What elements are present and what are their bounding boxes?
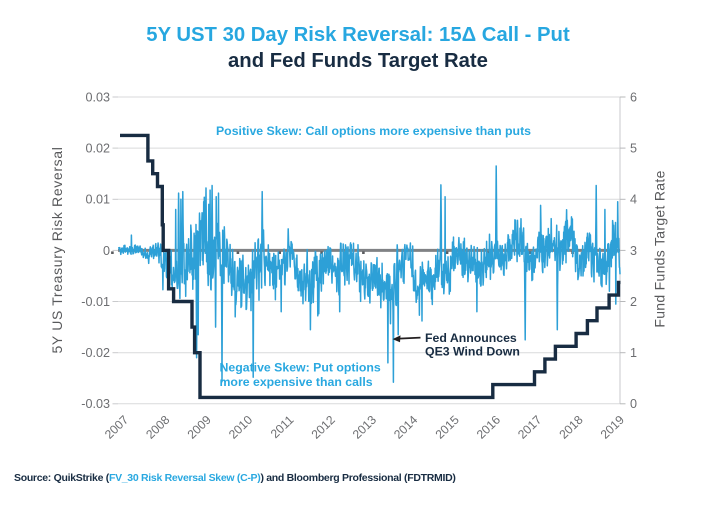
svg-text:1: 1 (630, 346, 637, 360)
svg-text:5Y US Treasury Risk Reversal: 5Y US Treasury Risk Reversal (49, 146, 65, 353)
svg-text:Source: QuikStrike (FV_30 Risk: Source: QuikStrike (FV_30 Risk Reversal … (14, 472, 456, 484)
svg-text:-0.01: -0.01 (81, 295, 110, 309)
svg-text:5: 5 (630, 142, 637, 156)
svg-text:0: 0 (103, 244, 110, 258)
svg-text:Positive Skew: Call options mo: Positive Skew: Call options more expensi… (216, 124, 531, 138)
svg-text:0.01: 0.01 (85, 193, 110, 207)
svg-text:6: 6 (630, 90, 637, 104)
svg-text:more expensive than calls: more expensive than calls (220, 375, 373, 389)
svg-text:0: 0 (630, 397, 637, 411)
svg-text:and Fed Funds Target Rate: and Fed Funds Target Rate (228, 50, 488, 72)
svg-text:0.03: 0.03 (85, 90, 110, 104)
svg-text:Negative Skew: Put options: Negative Skew: Put options (220, 361, 381, 375)
svg-text:QE3 Wind Down: QE3 Wind Down (425, 344, 520, 358)
svg-text:-0.03: -0.03 (81, 397, 110, 411)
svg-text:3: 3 (630, 244, 637, 258)
svg-text:0.02: 0.02 (85, 142, 110, 156)
svg-text:4: 4 (630, 193, 637, 207)
svg-text:Fund Funds Target Rate: Fund Funds Target Rate (652, 170, 668, 327)
svg-text:2: 2 (630, 295, 637, 309)
svg-text:Fed Announces: Fed Announces (425, 331, 517, 345)
svg-text:-0.02: -0.02 (81, 346, 110, 360)
svg-text:5Y UST 30 Day Risk Reversal: 1: 5Y UST 30 Day Risk Reversal: 15Δ Call - … (146, 24, 570, 46)
